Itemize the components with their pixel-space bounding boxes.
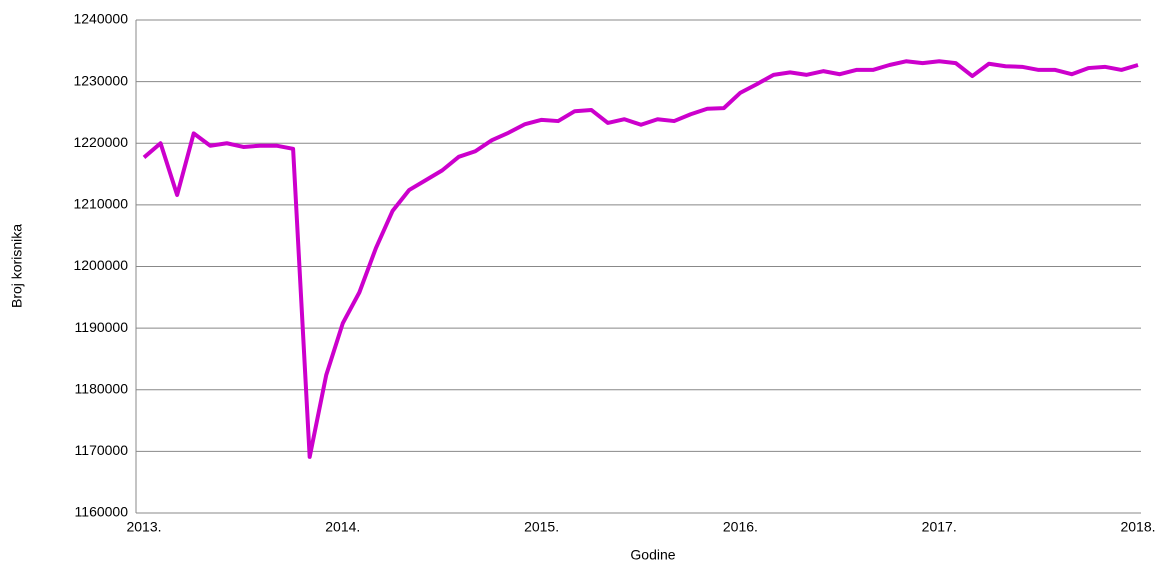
data-line bbox=[142, 59, 1139, 459]
y-tick-label: 1160000 bbox=[75, 504, 129, 520]
x-axis-label: Godine bbox=[630, 547, 675, 563]
y-tick-label: 1220000 bbox=[73, 134, 128, 150]
x-tick-label: 2018. bbox=[1120, 519, 1155, 535]
x-tick-label: 2017. bbox=[922, 519, 957, 535]
x-tick-label: 2014. bbox=[325, 519, 360, 535]
y-tick-label: 1240000 bbox=[73, 11, 128, 27]
y-tick-label: 1180000 bbox=[75, 380, 129, 396]
y-tick-label: 1210000 bbox=[73, 196, 128, 212]
y-tick-label: 1230000 bbox=[73, 72, 128, 88]
y-tick-label: 1190000 bbox=[75, 319, 129, 335]
y-tick-label: 1170000 bbox=[75, 442, 129, 458]
x-tick-label: 2016. bbox=[723, 519, 758, 535]
x-tick-label: 2015. bbox=[524, 519, 559, 535]
x-tick-label: 2013. bbox=[126, 519, 161, 535]
y-axis-label: Broj korisnika bbox=[9, 224, 25, 308]
y-tick-label: 1200000 bbox=[73, 257, 128, 273]
